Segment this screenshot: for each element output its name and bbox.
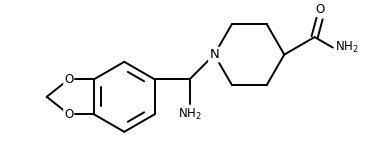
Text: O: O <box>64 108 73 121</box>
Text: O: O <box>315 3 324 16</box>
Text: NH$_2$: NH$_2$ <box>178 107 202 122</box>
Text: NH$_2$: NH$_2$ <box>335 40 358 55</box>
Text: N: N <box>209 48 219 61</box>
Text: O: O <box>64 73 73 86</box>
